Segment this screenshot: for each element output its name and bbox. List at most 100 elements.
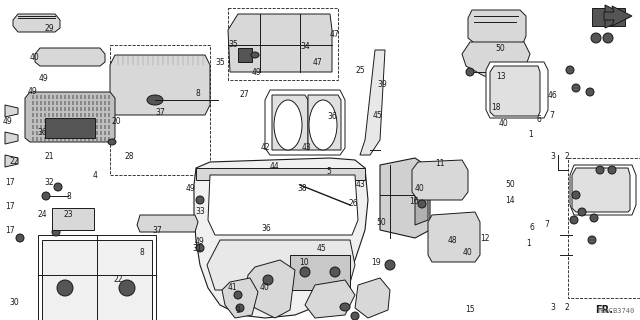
Bar (88, 113, 90, 117)
Text: 41: 41 (227, 284, 237, 292)
Polygon shape (265, 90, 345, 155)
Bar (92, 95, 94, 99)
Bar (108, 101, 110, 105)
Ellipse shape (54, 183, 62, 191)
Bar (48, 113, 50, 117)
Text: 49: 49 (3, 117, 13, 126)
Bar (52, 208, 94, 230)
Text: 24: 24 (37, 210, 47, 219)
Polygon shape (228, 14, 332, 72)
Polygon shape (245, 260, 295, 318)
Text: 2: 2 (564, 303, 569, 312)
Polygon shape (5, 132, 18, 144)
Bar (84, 131, 86, 135)
Bar (44, 125, 46, 129)
Bar (108, 119, 110, 123)
Polygon shape (360, 50, 385, 155)
Bar (76, 101, 78, 105)
Bar (32, 137, 34, 141)
Bar (36, 119, 38, 123)
Text: 49: 49 (186, 184, 195, 193)
Bar (36, 95, 38, 99)
Polygon shape (238, 48, 252, 62)
Bar (40, 113, 42, 117)
Bar (80, 125, 82, 129)
Text: 37: 37 (155, 108, 164, 116)
Bar (40, 125, 42, 129)
Text: 35: 35 (216, 58, 225, 67)
Bar (88, 137, 90, 141)
Text: 7: 7 (549, 111, 554, 120)
Text: 40: 40 (499, 119, 509, 128)
Polygon shape (412, 160, 468, 200)
Bar (104, 125, 106, 129)
Polygon shape (25, 92, 115, 142)
Bar (44, 119, 46, 123)
Bar (40, 119, 42, 123)
Bar (108, 107, 110, 111)
Text: 40: 40 (415, 184, 424, 193)
Bar (108, 95, 110, 99)
Bar (32, 113, 34, 117)
Ellipse shape (42, 192, 50, 200)
Text: 10: 10 (300, 258, 309, 267)
Polygon shape (110, 55, 210, 115)
Bar (60, 125, 62, 129)
Text: 1: 1 (529, 130, 533, 139)
Polygon shape (13, 14, 60, 32)
Text: 20: 20 (112, 117, 122, 126)
Ellipse shape (196, 244, 204, 252)
Bar (52, 131, 54, 135)
Bar (96, 107, 98, 111)
Bar (68, 137, 70, 141)
Text: 47: 47 (312, 58, 322, 67)
Bar (88, 125, 90, 129)
Bar (76, 95, 78, 99)
Bar (52, 95, 54, 99)
Bar (40, 137, 42, 141)
Text: 17: 17 (5, 178, 15, 187)
Ellipse shape (572, 84, 580, 92)
Bar (228, 8, 338, 80)
Text: 22: 22 (10, 157, 19, 166)
Bar (80, 95, 82, 99)
Text: 49: 49 (252, 68, 261, 76)
Ellipse shape (586, 88, 594, 96)
Bar (92, 101, 94, 105)
Ellipse shape (385, 260, 395, 270)
Bar (56, 137, 58, 141)
Text: FR.: FR. (595, 305, 613, 315)
Ellipse shape (108, 139, 116, 145)
Polygon shape (208, 175, 358, 235)
Bar (44, 131, 46, 135)
Bar (56, 107, 58, 111)
Ellipse shape (251, 52, 259, 58)
Bar (84, 95, 86, 99)
Text: 6: 6 (530, 223, 535, 232)
Polygon shape (222, 278, 258, 318)
Text: 2: 2 (564, 152, 569, 161)
Text: 8: 8 (67, 192, 72, 201)
Bar (100, 101, 102, 105)
Bar (568, 158, 640, 298)
Polygon shape (592, 8, 625, 26)
Text: 30: 30 (10, 298, 19, 307)
Text: 49: 49 (38, 74, 48, 83)
Bar (110, 45, 210, 175)
Text: 40: 40 (30, 53, 40, 62)
Polygon shape (137, 215, 198, 232)
Bar (64, 113, 66, 117)
Text: 50: 50 (506, 180, 515, 189)
Text: 34: 34 (301, 42, 310, 51)
Bar (64, 137, 66, 141)
Bar (92, 119, 94, 123)
Ellipse shape (591, 33, 601, 43)
Text: 45: 45 (317, 244, 326, 252)
Bar (64, 119, 66, 123)
Bar (36, 125, 38, 129)
Bar (92, 131, 94, 135)
Bar (44, 107, 46, 111)
Bar (72, 137, 74, 141)
Bar (36, 107, 38, 111)
Polygon shape (380, 158, 430, 238)
